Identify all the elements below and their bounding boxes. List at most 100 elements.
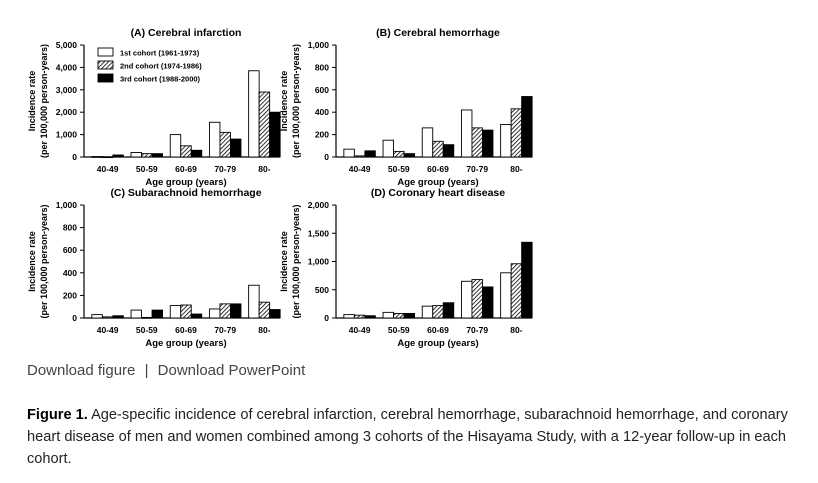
chart-panel-2: (B) Cerebral hemorrhage Incidence rate (pe… <box>279 27 533 188</box>
legend-swatch <box>97 73 114 83</box>
bar-cohort1 <box>421 305 434 319</box>
bar-cohort3 <box>403 313 415 319</box>
y-tick-label: 1,000 <box>308 40 330 50</box>
download-figure-link[interactable]: Download figure <box>27 362 136 379</box>
y-axis-label: Incidence rate <box>279 71 289 132</box>
bar-cohort3 <box>229 138 242 158</box>
bar-cohort3 <box>112 154 124 158</box>
bar-cohort1 <box>421 127 434 158</box>
bar-cohort2 <box>258 91 271 158</box>
bar-cohort2 <box>141 316 153 319</box>
y-tick-label: 2,000 <box>308 200 330 210</box>
x-axis-label: Age group (years) <box>397 338 478 349</box>
y-axis-label: Incidence rate <box>27 231 37 292</box>
y-tick-label: 0 <box>324 152 329 162</box>
x-tick-label: 60-69 <box>427 325 449 335</box>
x-tick-label: 60-69 <box>427 164 449 174</box>
x-tick-label: 80- <box>258 164 270 174</box>
y-tick-label: 1,500 <box>308 228 330 238</box>
y-tick-label: 4,000 <box>56 62 78 72</box>
y-tick-label: 1,000 <box>56 200 78 210</box>
bar-cohort2 <box>393 313 405 319</box>
y-tick-label: 400 <box>315 107 329 117</box>
x-tick-label: 70-79 <box>214 164 236 174</box>
chart-title: (B) Cerebral hemorrhage <box>376 27 500 39</box>
bar-cohort1 <box>500 124 512 158</box>
bar-cohort1 <box>248 284 260 319</box>
legend-label: 3rd cohort (1988-2000) <box>120 75 201 84</box>
chart-panel-1: (A) Cerebral infarction Incidence rate (pe… <box>27 27 281 188</box>
bar-cohort3 <box>521 96 533 158</box>
chart-panel-3: (C) Subarachnoid hemorrhage Incidence rat… <box>27 187 281 349</box>
bar-cohort2 <box>258 301 271 319</box>
link-separator: | <box>144 362 149 379</box>
x-tick-label: 40-49 <box>349 325 371 335</box>
figure-download-links: Download figure | Download PowerPoint <box>27 362 305 379</box>
bar-cohort1 <box>382 139 394 158</box>
bar-cohort3 <box>269 309 281 319</box>
x-tick-label: 40-49 <box>349 164 371 174</box>
x-tick-label: 50-59 <box>136 164 158 174</box>
bar-cohort1 <box>382 311 394 319</box>
download-powerpoint-link[interactable]: Download PowerPoint <box>157 362 306 379</box>
caption-label: Figure 1. <box>27 407 88 423</box>
bar-cohort1 <box>500 272 512 319</box>
bar-cohort1 <box>248 70 260 158</box>
bar-cohort2 <box>432 140 444 158</box>
y-tick-label: 800 <box>63 223 77 233</box>
bar-cohort2 <box>393 150 405 158</box>
bar-cohort2 <box>471 279 483 319</box>
chart-title: (D) Coronary heart disease <box>371 187 505 199</box>
bar-cohort1 <box>208 121 221 158</box>
chart-legend: 1st cohort (1961-1973) 2nd cohort (1974-1… <box>97 47 202 84</box>
y-axis-label: (per 100,000 person-years) <box>39 44 49 158</box>
bar-cohort1 <box>130 152 143 158</box>
bar-cohort2 <box>101 156 114 159</box>
y-tick-label: 1,000 <box>308 257 330 267</box>
bar-cohort2 <box>353 314 366 319</box>
bar-cohort2 <box>471 127 483 158</box>
y-axis-label: (per 100,000 person-years) <box>291 44 301 158</box>
x-tick-label: 50-59 <box>136 325 158 335</box>
bar-cohort1 <box>208 308 221 319</box>
x-tick-label: 70-79 <box>466 164 488 174</box>
bar-cohort2 <box>432 305 444 319</box>
y-tick-label: 500 <box>315 285 329 295</box>
bar-cohort1 <box>343 148 355 158</box>
y-tick-label: 0 <box>72 152 77 162</box>
y-tick-label: 800 <box>315 62 329 72</box>
y-axis-label: Incidence rate <box>279 231 289 292</box>
x-tick-label: 70-79 <box>466 325 488 335</box>
x-tick-label: 70-79 <box>214 325 236 335</box>
bar-cohort3 <box>482 286 494 319</box>
chart-title: (C) Subarachnoid hemorrhage <box>110 187 261 199</box>
x-axis-label: Age group (years) <box>397 177 478 188</box>
bar-cohort3 <box>190 313 203 319</box>
y-tick-label: 600 <box>63 245 77 255</box>
y-tick-label: 1,000 <box>56 130 78 140</box>
x-tick-label: 80- <box>510 164 522 174</box>
bar-cohort3 <box>190 149 203 158</box>
bar-cohort3 <box>112 315 124 319</box>
bar-cohort2 <box>353 155 366 158</box>
y-tick-label: 200 <box>63 290 77 300</box>
bar-cohort3 <box>229 303 242 319</box>
x-axis-label: Age group (years) <box>145 177 226 188</box>
chart-title: (A) Cerebral infarction <box>131 27 242 39</box>
chart-panel-4: (D) Coronary heart disease Incidence rate… <box>279 187 533 349</box>
x-axis-label: Age group (years) <box>145 338 226 349</box>
bar-cohort3 <box>521 241 533 319</box>
bar-cohort2 <box>510 263 523 319</box>
bar-cohort3 <box>364 315 376 319</box>
bar-cohort2 <box>219 303 231 319</box>
bar-cohort3 <box>364 150 376 158</box>
legend-label: 1st cohort (1961-1973) <box>120 49 200 58</box>
x-tick-label: 60-69 <box>175 325 197 335</box>
y-tick-label: 2,000 <box>56 107 78 117</box>
bar-cohort2 <box>141 153 153 158</box>
legend-swatch <box>97 47 114 57</box>
bar-cohort3 <box>151 309 164 319</box>
bar-cohort2 <box>101 316 114 319</box>
bar-cohort2 <box>219 131 231 158</box>
